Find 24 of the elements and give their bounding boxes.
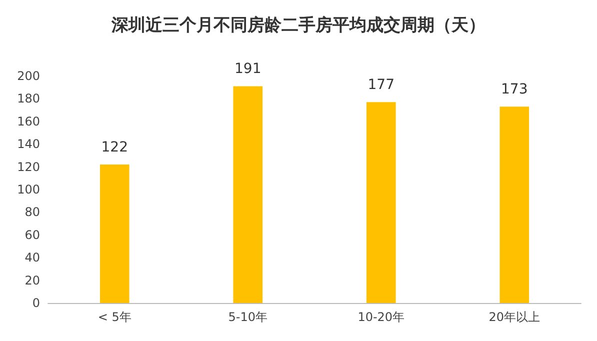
data-label: 191: [234, 61, 262, 78]
x-tick-label: < 5年: [98, 310, 132, 324]
y-tick-label: 120: [17, 160, 40, 174]
bar: [233, 86, 263, 303]
x-tick-label: 20年以上: [488, 310, 540, 324]
y-tick-label: 60: [24, 228, 40, 242]
y-tick-label: 40: [24, 250, 40, 265]
data-label: 173: [501, 82, 528, 98]
y-tick-label: 140: [17, 137, 40, 152]
y-tick-label: 100: [17, 182, 40, 196]
x-tick-label: 10-20年: [358, 310, 405, 324]
bar: [366, 102, 396, 303]
y-tick-label: 160: [17, 114, 40, 128]
y-tick-label: 80: [24, 205, 40, 220]
bar: [100, 164, 130, 303]
data-label: 177: [368, 77, 394, 94]
x-tick-label: 5-10年: [228, 310, 268, 324]
y-tick-label: 0: [32, 296, 40, 310]
chart-title: 深圳近三个月不同房龄二手房平均成交周期（天）: [110, 16, 486, 36]
y-tick-label: 180: [17, 92, 40, 106]
data-label: 122: [101, 140, 128, 156]
y-tick-label: 20: [24, 273, 40, 288]
bar: [500, 106, 530, 303]
y-tick-label: 200: [17, 69, 40, 83]
